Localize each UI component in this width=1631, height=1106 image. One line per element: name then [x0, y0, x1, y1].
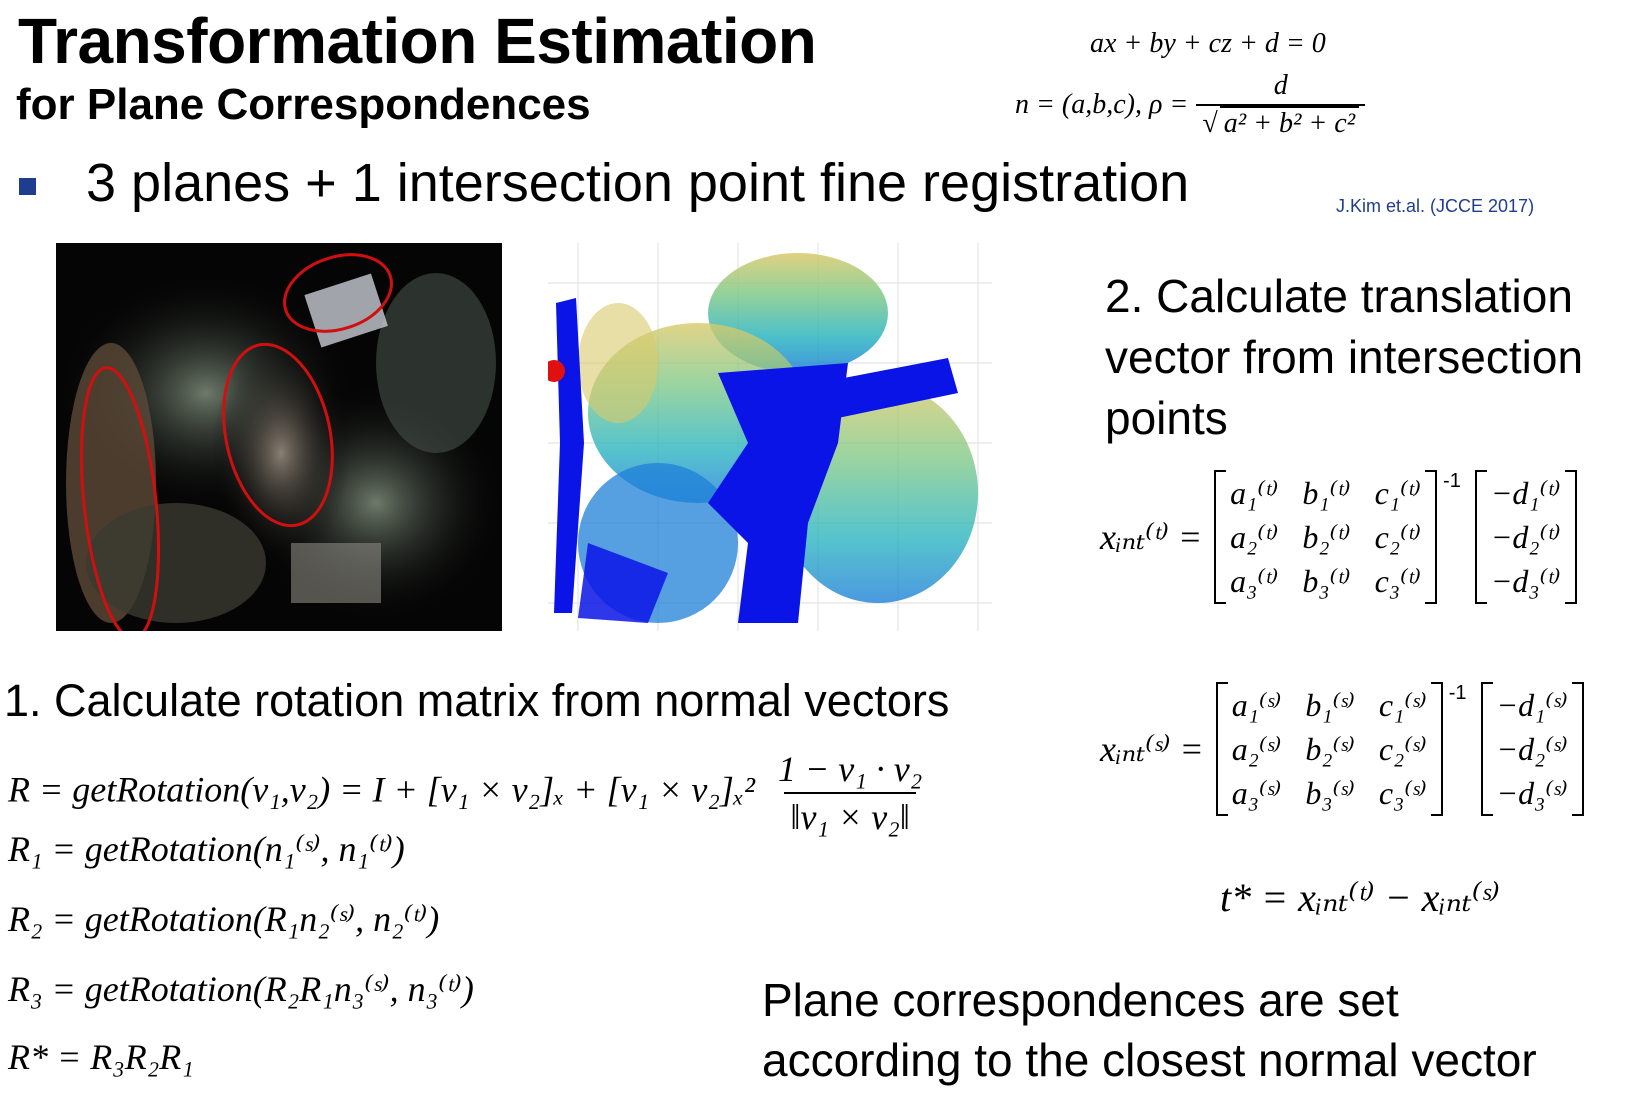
pointcloud-segmentation-svg	[548, 243, 992, 631]
matrix-cell: c₁⁽ᵗ⁾	[1374, 475, 1422, 511]
matrix-cell: b₁⁽ᵗ⁾	[1302, 475, 1351, 511]
offset-vector-target: −d₁⁽ᵗ⁾ −d₂⁽ᵗ⁾ −d₃⁽ᵗ⁾	[1474, 470, 1577, 604]
note-line-2: according to the closest normal vector	[762, 1034, 1537, 1086]
matrix-cell: a₁⁽ᵗ⁾	[1230, 475, 1279, 511]
matrix-cell: b₂⁽ˢ⁾	[1305, 731, 1355, 767]
matrix-cell: −d₃⁽ᵗ⁾	[1490, 563, 1561, 599]
intersection-equation-source: xᵢₙₜ⁽ˢ⁾ = a₁⁽ˢ⁾ b₁⁽ˢ⁾ c₁⁽ˢ⁾ a₂⁽ˢ⁾ b₂⁽ˢ⁾ c₂⁽ˢ⁾…	[1100, 682, 1584, 816]
matrix-cell: a₃⁽ᵗ⁾	[1230, 563, 1279, 599]
plane-equation: ax + by + cz + d = 0	[1090, 28, 1326, 59]
step2-text: 2. Calculate translation vector from int…	[1105, 266, 1583, 449]
matrix-cell: c₁⁽ˢ⁾	[1378, 687, 1427, 723]
rho-denominator: √ a² + b² + c²	[1196, 104, 1366, 140]
pointcloud-segmentation-image	[548, 243, 992, 631]
normal-def-text: n = (a,b,c), ρ =	[1015, 89, 1189, 120]
pointcloud-photo-image	[56, 243, 502, 631]
intersection-equation-target: xᵢₙₜ⁽ᵗ⁾ = a₁⁽ᵗ⁾ b₁⁽ᵗ⁾ c₁⁽ᵗ⁾ a₂⁽ᵗ⁾ b₂⁽ᵗ⁾ c₂⁽ᵗ⁾…	[1100, 470, 1577, 604]
step2-line-2: vector from intersection	[1105, 331, 1584, 383]
slide-title: Transformation Estimation	[18, 5, 817, 77]
rotation-fraction: 1 − v₁ · v₂ ‖v₁ × v₂‖	[772, 748, 928, 838]
rho-fraction: d √ a² + b² + c²	[1196, 70, 1366, 140]
reference-citation: J.Kim et.al. (JCCE 2017)	[1336, 196, 1535, 216]
bullet-point-text: 3 planes + 1 intersection point fine reg…	[86, 153, 1190, 213]
pointcloud-photo-svg	[56, 253, 502, 631]
matrix-cell: b₃⁽ˢ⁾	[1305, 775, 1355, 811]
matrix-cell: a₂⁽ˢ⁾	[1231, 731, 1282, 767]
matrix-cell: c₂⁽ᵗ⁾	[1374, 519, 1422, 555]
coefficient-matrix-source: a₁⁽ˢ⁾ b₁⁽ˢ⁾ c₁⁽ˢ⁾ a₂⁽ˢ⁾ b₂⁽ˢ⁾ c₂⁽ˢ⁾ a₃⁽ˢ⁾ b₃⁽ˢ⁾…	[1215, 682, 1443, 816]
xt-lhs: xᵢₙₜ⁽ᵗ⁾ =	[1100, 517, 1203, 557]
step1-text: 1. Calculate rotation matrix from normal…	[4, 675, 950, 726]
matrix-cell: a₃⁽ˢ⁾	[1231, 775, 1282, 811]
rotation-definition-equation: R = getRotation(v₁,v₂) = I + [v₁ × v₂]ₓ …	[8, 748, 928, 838]
rotation-fraction-num: 1 − v₁ · v₂	[777, 749, 923, 789]
rho-sqrt-body: a² + b² + c²	[1219, 106, 1360, 139]
matrix-cell: c₃⁽ˢ⁾	[1378, 775, 1427, 811]
step2-line-3: points	[1105, 392, 1228, 444]
step2-line-1: 2. Calculate translation	[1105, 270, 1573, 322]
matrix-cell: b₃⁽ᵗ⁾	[1302, 563, 1351, 599]
matrix-cell: −d₂⁽ˢ⁾	[1496, 731, 1568, 767]
translation-equation: t* = xᵢₙₜ⁽ᵗ⁾ − xᵢₙₜ⁽ˢ⁾	[1220, 875, 1500, 920]
matrix-cell: −d₂⁽ᵗ⁾	[1490, 519, 1561, 555]
r1-equation: R₁ = getRotation(n₁⁽ˢ⁾, n₁⁽ᵗ⁾)	[8, 829, 405, 869]
offset-vector-source: −d₁⁽ˢ⁾ −d₂⁽ˢ⁾ −d₃⁽ˢ⁾	[1480, 682, 1584, 816]
matrix-cell: −d₃⁽ˢ⁾	[1496, 775, 1568, 811]
matrix-cell: a₂⁽ᵗ⁾	[1230, 519, 1279, 555]
xs-lhs: xᵢₙₜ⁽ˢ⁾ =	[1100, 729, 1204, 769]
bullet-square-icon	[19, 178, 36, 195]
matrix-cell: b₁⁽ˢ⁾	[1305, 687, 1355, 723]
matrix-cell: c₂⁽ˢ⁾	[1378, 731, 1427, 767]
matrix-cell: a₁⁽ˢ⁾	[1231, 687, 1282, 723]
correspondence-note: Plane correspondences are set according …	[762, 970, 1537, 1090]
rho-numerator: d	[1273, 70, 1288, 101]
inverse-mark-target: -1	[1443, 470, 1461, 492]
rstar-equation: R* = R₃R₂R₁	[8, 1037, 194, 1077]
r3-equation: R₃ = getRotation(R₂R₁n₃⁽ˢ⁾, n₃⁽ᵗ⁾)	[8, 969, 474, 1009]
coefficient-matrix-target: a₁⁽ᵗ⁾ b₁⁽ᵗ⁾ c₁⁽ᵗ⁾ a₂⁽ᵗ⁾ b₂⁽ᵗ⁾ c₂⁽ᵗ⁾ a₃⁽ᵗ⁾ b₃⁽ᵗ⁾…	[1214, 470, 1437, 604]
rotation-fraction-den: ‖v₁ × v₂‖	[784, 792, 916, 838]
note-line-1: Plane correspondences are set	[762, 974, 1399, 1026]
matrix-cell: −d₁⁽ˢ⁾	[1496, 687, 1568, 723]
matrix-cell: c₃⁽ᵗ⁾	[1374, 563, 1422, 599]
rotation-def-lhs: R = getRotation(v₁,v₂) = I + [v₁ × v₂]ₓ …	[8, 769, 755, 810]
slide-subtitle: for Plane Correspondences	[16, 80, 591, 129]
r2-equation: R₂ = getRotation(R₁n₂⁽ˢ⁾, n₂⁽ᵗ⁾)	[8, 899, 440, 939]
inverse-mark-source: -1	[1448, 682, 1467, 704]
matrix-cell: b₂⁽ᵗ⁾	[1302, 519, 1351, 555]
normal-rho-definition: n = (a,b,c), ρ = d √ a² + b² + c²	[1015, 70, 1366, 140]
matrix-cell: −d₁⁽ᵗ⁾	[1490, 475, 1561, 511]
